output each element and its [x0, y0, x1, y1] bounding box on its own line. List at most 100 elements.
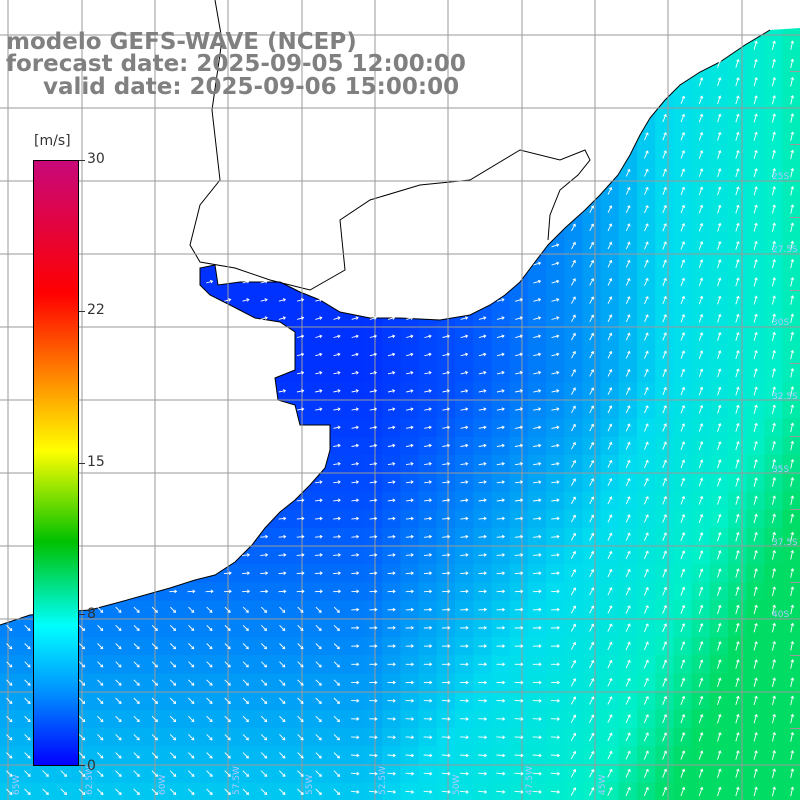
wind-arrow — [387, 698, 396, 703]
wind-arrow — [607, 514, 613, 523]
wind-arrow — [115, 606, 122, 613]
wind-arrow — [315, 606, 322, 613]
wind-arrow — [570, 750, 577, 760]
wind-arrow — [643, 696, 649, 705]
wind-arrow — [790, 349, 795, 360]
colorbar-tick-22: 22 — [87, 302, 105, 318]
wind-arrow — [625, 696, 631, 705]
wind-arrow — [753, 331, 758, 341]
wind-arrow — [771, 76, 776, 87]
wind-arrow — [589, 223, 595, 232]
wind-arrow — [514, 443, 524, 448]
wind-arrow — [735, 513, 740, 524]
wind-arrow — [551, 607, 560, 612]
wind-arrow — [771, 659, 777, 669]
wind-arrow — [644, 132, 649, 141]
wind-arrow — [6, 697, 13, 704]
wind-arrow — [242, 734, 249, 741]
wind-arrow — [662, 314, 667, 323]
wind-arrow — [224, 734, 231, 741]
wind-arrow — [532, 644, 542, 648]
wind-arrow — [441, 735, 451, 740]
wind-arrow — [514, 771, 524, 776]
wind-arrow — [369, 553, 378, 557]
wind-arrow — [607, 241, 613, 250]
wind-arrow — [151, 715, 158, 723]
wind-arrow — [315, 407, 323, 412]
wind-arrow — [24, 734, 31, 741]
wind-arrow — [533, 443, 542, 448]
wind-arrow — [188, 606, 195, 613]
wind-arrow — [441, 644, 451, 648]
wind-arrow — [242, 752, 249, 759]
wind-arrow — [224, 624, 231, 632]
wind-arrow — [478, 425, 487, 430]
wind-arrow — [717, 168, 722, 178]
wind-arrow — [607, 568, 613, 578]
wind-arrow — [423, 553, 433, 557]
wind-arrow — [424, 480, 432, 484]
wind-arrow — [206, 788, 213, 796]
wind-arrow — [333, 516, 341, 521]
wind-arrow — [351, 717, 360, 721]
wind-arrow — [206, 715, 213, 723]
wind-arrow — [188, 697, 195, 704]
wind-arrow — [771, 113, 776, 123]
wind-arrow — [5, 788, 13, 796]
wind-arrow — [387, 425, 396, 430]
wind-arrow — [387, 407, 396, 412]
wind-arrow — [698, 150, 704, 159]
wind-arrow — [405, 589, 414, 594]
wind-arrow — [206, 697, 213, 704]
wind-arrow — [515, 334, 523, 339]
wind-arrow — [625, 714, 631, 724]
wind-arrow — [478, 480, 487, 484]
wind-arrow — [424, 352, 432, 357]
wind-arrow — [351, 571, 360, 576]
wind-arrow — [188, 624, 195, 632]
wind-arrow — [351, 698, 360, 703]
wind-arrow — [387, 589, 396, 594]
wind-arrow — [78, 788, 86, 796]
wind-arrow — [662, 441, 667, 450]
wind-arrow — [405, 498, 414, 503]
wind-arrow — [570, 696, 577, 705]
wind-arrow — [151, 788, 159, 796]
wind-arrow — [551, 571, 560, 575]
longitude-label: 65W — [12, 774, 22, 795]
wind-arrow — [260, 534, 269, 539]
wind-arrow — [151, 770, 159, 777]
wind-arrow — [387, 516, 396, 521]
wind-arrow — [441, 698, 451, 703]
wind-arrow — [717, 259, 722, 269]
wind-arrow — [423, 698, 433, 703]
colorbar-tickmark — [79, 463, 85, 464]
wind-arrow — [333, 752, 340, 759]
wind-arrow — [115, 661, 122, 668]
wind-arrow — [387, 534, 396, 539]
wind-arrow — [460, 316, 469, 320]
wind-arrow — [717, 786, 722, 797]
wind-arrow — [790, 58, 795, 69]
wind-arrow — [533, 352, 542, 357]
wind-arrow — [735, 695, 740, 706]
wind-arrow — [625, 387, 631, 395]
wind-arrow — [625, 641, 631, 651]
wind-arrow — [460, 644, 469, 648]
wind-arrow — [478, 553, 487, 557]
wind-arrow — [478, 644, 487, 648]
wind-arrow — [442, 607, 451, 612]
wind-arrow — [260, 606, 268, 613]
wind-arrow — [771, 622, 777, 633]
wind-arrow — [296, 589, 305, 594]
wind-arrow — [460, 698, 469, 703]
wind-arrow — [224, 715, 231, 723]
wind-arrow — [297, 661, 304, 668]
wind-arrow — [260, 679, 268, 686]
wind-arrow — [460, 680, 469, 685]
wind-arrow — [315, 389, 323, 393]
wind-arrow — [297, 643, 304, 650]
wind-arrow — [315, 316, 323, 320]
wind-arrow — [351, 352, 359, 357]
wind-arrow — [133, 643, 140, 650]
